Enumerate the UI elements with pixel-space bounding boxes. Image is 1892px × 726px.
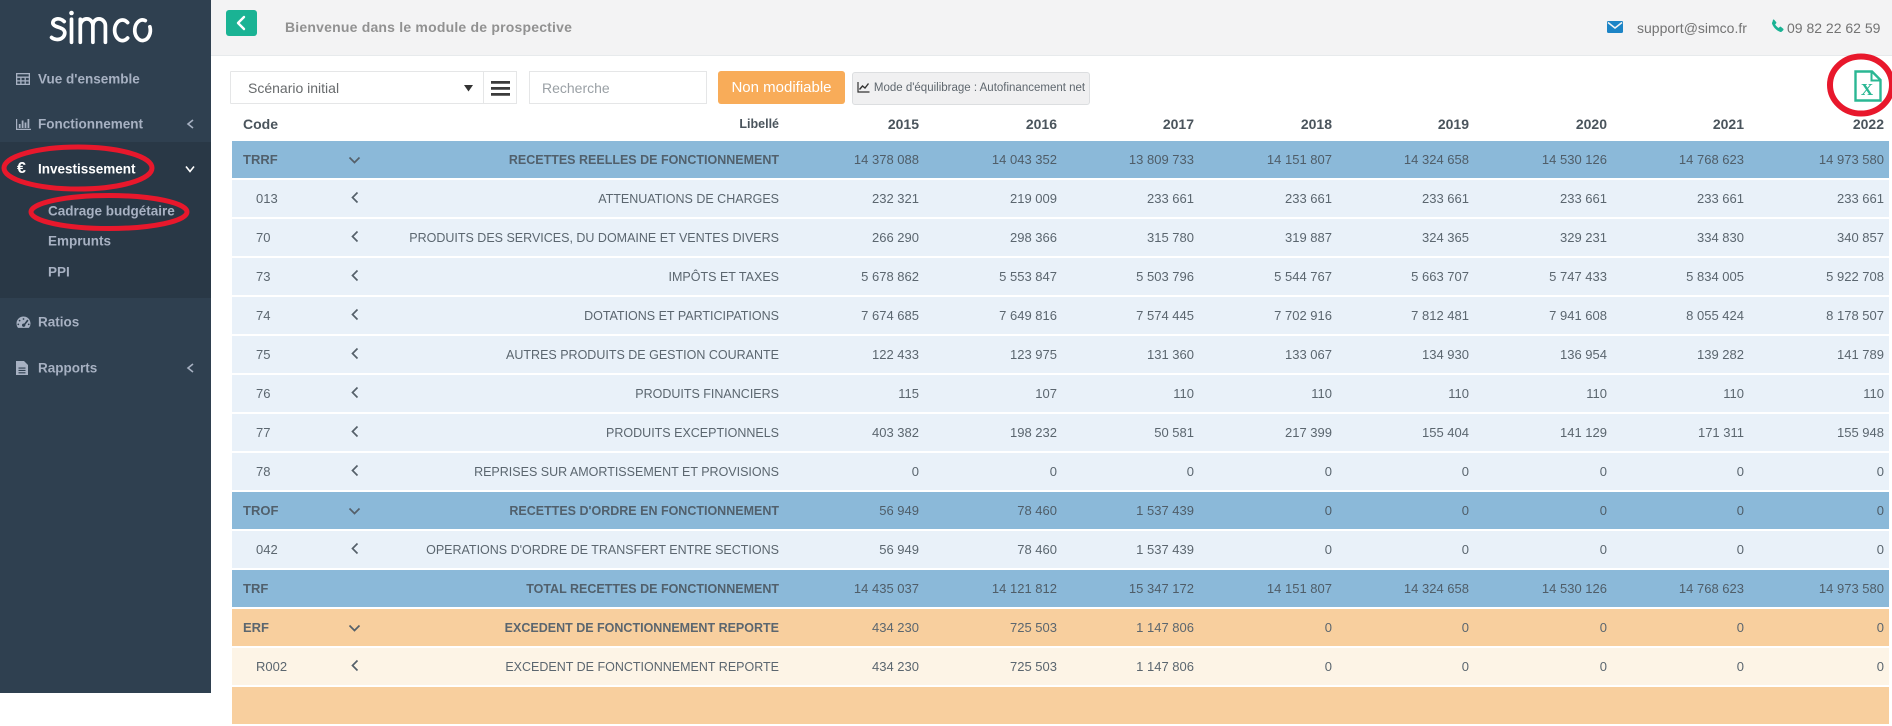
- svg-text:X: X: [1861, 80, 1874, 99]
